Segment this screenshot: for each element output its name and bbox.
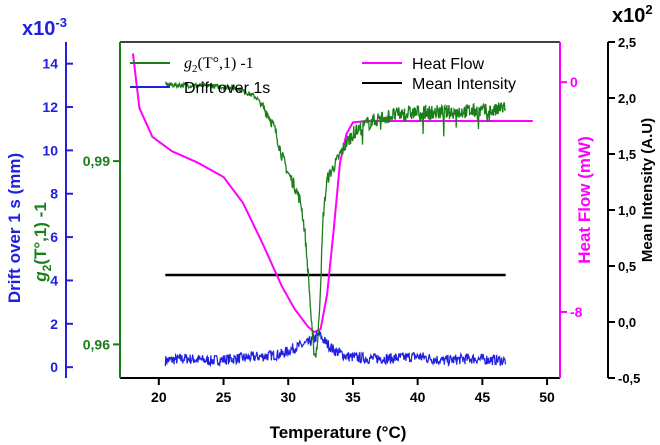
x-tick-label-0: 20 xyxy=(151,389,167,405)
drift-axis-multiplier: x10-3 xyxy=(22,15,67,40)
heat-tick-label-0: -8 xyxy=(570,304,583,320)
heat-axis-label: Heat Flow (mW) xyxy=(575,136,594,264)
intensity-tick-label-4: 1,5 xyxy=(618,147,636,162)
drift-tick-label-4: 8 xyxy=(50,186,58,202)
heat-tick-label-1: 0 xyxy=(570,74,578,90)
x-tick-label-6: 50 xyxy=(539,389,555,405)
drift-tick-label-7: 14 xyxy=(42,56,58,72)
g2-axis-ticks: 0,96 0,99 xyxy=(83,153,120,352)
g2-tick-label-0: 0,96 xyxy=(83,336,110,352)
drift-axis-label: Drift over 1 s (mm) xyxy=(5,153,24,303)
intensity-tick-label-5: 2,0 xyxy=(618,91,636,106)
intensity-axis-label: Mean Intensity (A.U) xyxy=(639,118,656,262)
x-tick-label-3: 35 xyxy=(345,389,361,405)
x-tick-label-5: 45 xyxy=(475,389,491,405)
x-axis-label: Temperature (°C) xyxy=(270,423,407,442)
intensity-tick-label-0: -0,5 xyxy=(618,371,640,386)
drift-tick-label-0: 0 xyxy=(50,359,58,375)
drift-tick-label-2: 4 xyxy=(50,272,58,288)
legend-heat-label: Heat Flow xyxy=(412,56,484,73)
intensity-tick-label-2: 0,5 xyxy=(618,259,636,274)
legend-drift-label: Drift over 1s xyxy=(184,80,270,97)
series-g2-line xyxy=(164,81,507,358)
legend-g2-label: g2(T°,1) -1 xyxy=(184,55,254,75)
intensity-axis-multiplier: x102 xyxy=(612,2,653,27)
drift-tick-label-1: 2 xyxy=(50,316,58,332)
x-axis-ticks: 20 25 30 35 40 45 50 xyxy=(151,378,555,405)
drift-tick-label-3: 6 xyxy=(50,229,58,245)
intensity-axis-ticks: -0,5 0,0 0,5 1,0 1,5 2,0 2,5 xyxy=(608,35,640,386)
intensity-tick-label-6: 2,5 xyxy=(618,35,636,50)
x-tick-label-4: 40 xyxy=(410,389,426,405)
drift-axis-ticks: 0 2 4 6 8 10 12 14 xyxy=(42,56,73,375)
series-layer xyxy=(131,53,533,368)
heat-axis-ticks: -8 0 xyxy=(560,74,583,320)
x-tick-label-1: 25 xyxy=(216,389,232,405)
g2-axis-label: g2(T°,1) -1 xyxy=(31,202,54,283)
intensity-tick-label-1: 0,0 xyxy=(618,315,636,330)
legend-intensity-label: Mean Intensity xyxy=(412,76,516,93)
drift-tick-label-5: 10 xyxy=(42,142,58,158)
intensity-tick-label-3: 1,0 xyxy=(618,203,636,218)
legend: g2(T°,1) -1 Drift over 1s Heat Flow Mean… xyxy=(130,55,516,97)
x-tick-label-2: 30 xyxy=(280,389,296,405)
series-drift-line xyxy=(164,330,506,368)
series-heat-flow-line xyxy=(131,53,533,334)
drift-tick-label-6: 12 xyxy=(42,99,58,115)
g2-tick-label-1: 0,99 xyxy=(83,153,110,169)
